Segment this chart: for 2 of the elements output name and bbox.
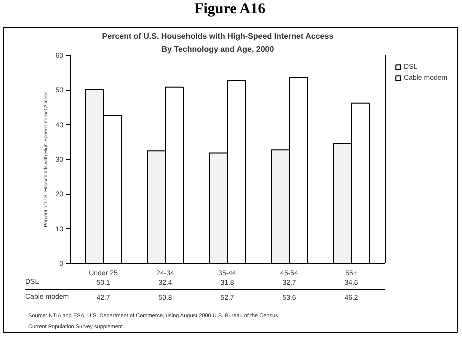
- chart-subtitle: Percent of U.S. Households with High-Speed Internet Access By Technology and Age, 2000: [102, 32, 334, 54]
- chart-title: Figure A16: [194, 2, 266, 18]
